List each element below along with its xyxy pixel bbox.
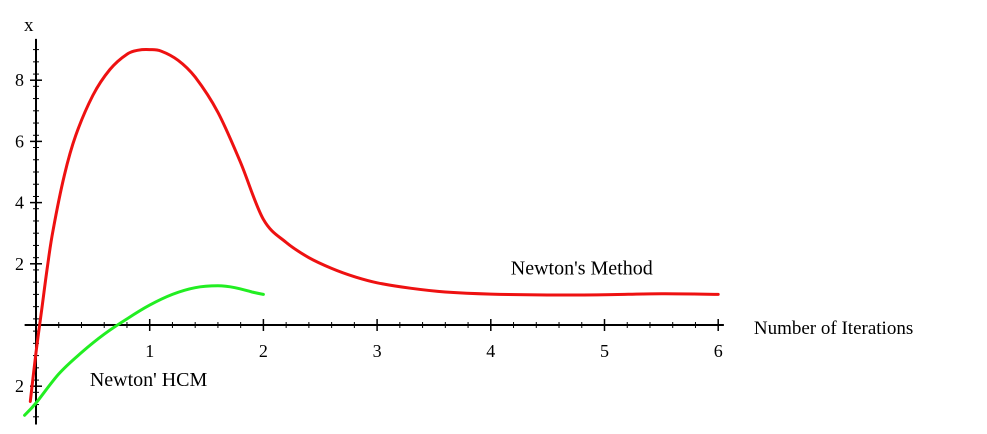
y-tick-label: 2 (15, 376, 24, 396)
y-tick-label: 4 (15, 193, 24, 213)
major-ticks (30, 79, 719, 387)
y-tick-label: 2 (15, 254, 24, 274)
series-line-1 (28, 47, 720, 403)
x-tick-label: 2 (259, 341, 268, 361)
x-axis-title: Number of Iterations (754, 318, 913, 339)
series-layer (23, 47, 720, 417)
minor-ticks (33, 49, 696, 418)
curve-annotation-2: Newton' HCM (90, 369, 208, 391)
y-axis-title: x (24, 15, 34, 36)
x-tick-label: 6 (714, 341, 723, 361)
x-tick-label: 4 (486, 341, 495, 361)
series-line-2 (23, 284, 265, 417)
tick-labels: 1 2 3 4 5 6 2 4 6 8 2 (15, 70, 723, 396)
x-tick-label: 5 (600, 341, 609, 361)
y-tick-label: 8 (15, 70, 24, 90)
x-tick-label: 1 (145, 341, 154, 361)
annotation-layer: Newton's Method Newton' HCM (90, 258, 653, 392)
axes (24, 38, 724, 425)
curve-annotation-1: Newton's Method (511, 258, 653, 280)
x-tick-label: 3 (373, 341, 382, 361)
y-tick-label: 6 (15, 131, 24, 151)
